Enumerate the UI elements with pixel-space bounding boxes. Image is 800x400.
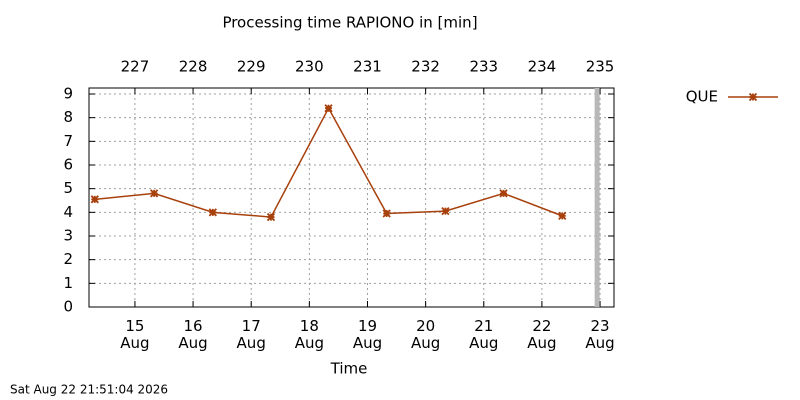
point: [324, 104, 333, 113]
x-tick-label: 23 Aug: [585, 317, 614, 352]
y-tick-label: 0: [63, 298, 73, 316]
x2-tick-label: 227: [121, 58, 150, 76]
point: [382, 209, 391, 218]
plot-frame: [88, 87, 615, 308]
y-tick-label: 5: [63, 179, 73, 197]
x-tick-label: 18 Aug: [295, 317, 324, 352]
x-tick-label: 17 Aug: [237, 317, 266, 352]
legend-label: QUE: [686, 88, 718, 106]
x2-tick-label: 233: [469, 58, 498, 76]
legend-marker: [748, 92, 758, 102]
x-tick-label: 22 Aug: [527, 317, 556, 352]
x-tick-label: 16 Aug: [178, 317, 207, 352]
y-tick-label: 6: [63, 156, 73, 174]
point: [149, 189, 159, 198]
x-tick-label: 20 Aug: [411, 317, 440, 352]
x2-tick-label: 230: [295, 58, 324, 76]
point: [499, 189, 508, 198]
point: [90, 195, 99, 204]
chart-title: Processing time RAPIONO in [min]: [222, 14, 477, 32]
y-tick-label: 8: [63, 108, 73, 126]
point: [208, 208, 217, 217]
x-tick-label: 19 Aug: [353, 317, 382, 352]
x2-tick-label: 232: [411, 58, 440, 76]
y-tick-label: 4: [63, 203, 73, 221]
x2-tick-label: 235: [586, 58, 615, 76]
timestamp: Sat Aug 22 21:51:04 2026: [10, 383, 168, 397]
y-tick-label: 7: [63, 132, 73, 150]
x2-tick-label: 231: [353, 58, 382, 76]
point: [266, 212, 276, 222]
x2-tick-label: 234: [528, 58, 557, 76]
x-tick-label: 15 Aug: [120, 317, 149, 352]
y-tick-label: 3: [63, 227, 73, 245]
x2-tick-label: 229: [237, 58, 266, 76]
x2-tick-label: 228: [179, 58, 208, 76]
y-tick-label: 9: [63, 85, 73, 103]
x-tick-label: 21 Aug: [469, 317, 498, 352]
series-line: [94, 106, 563, 218]
y-tick-label: 1: [63, 274, 73, 292]
point: [558, 211, 567, 221]
y-tick-label: 2: [63, 250, 73, 268]
point: [441, 207, 450, 216]
x-axis-label: Time: [330, 360, 368, 378]
